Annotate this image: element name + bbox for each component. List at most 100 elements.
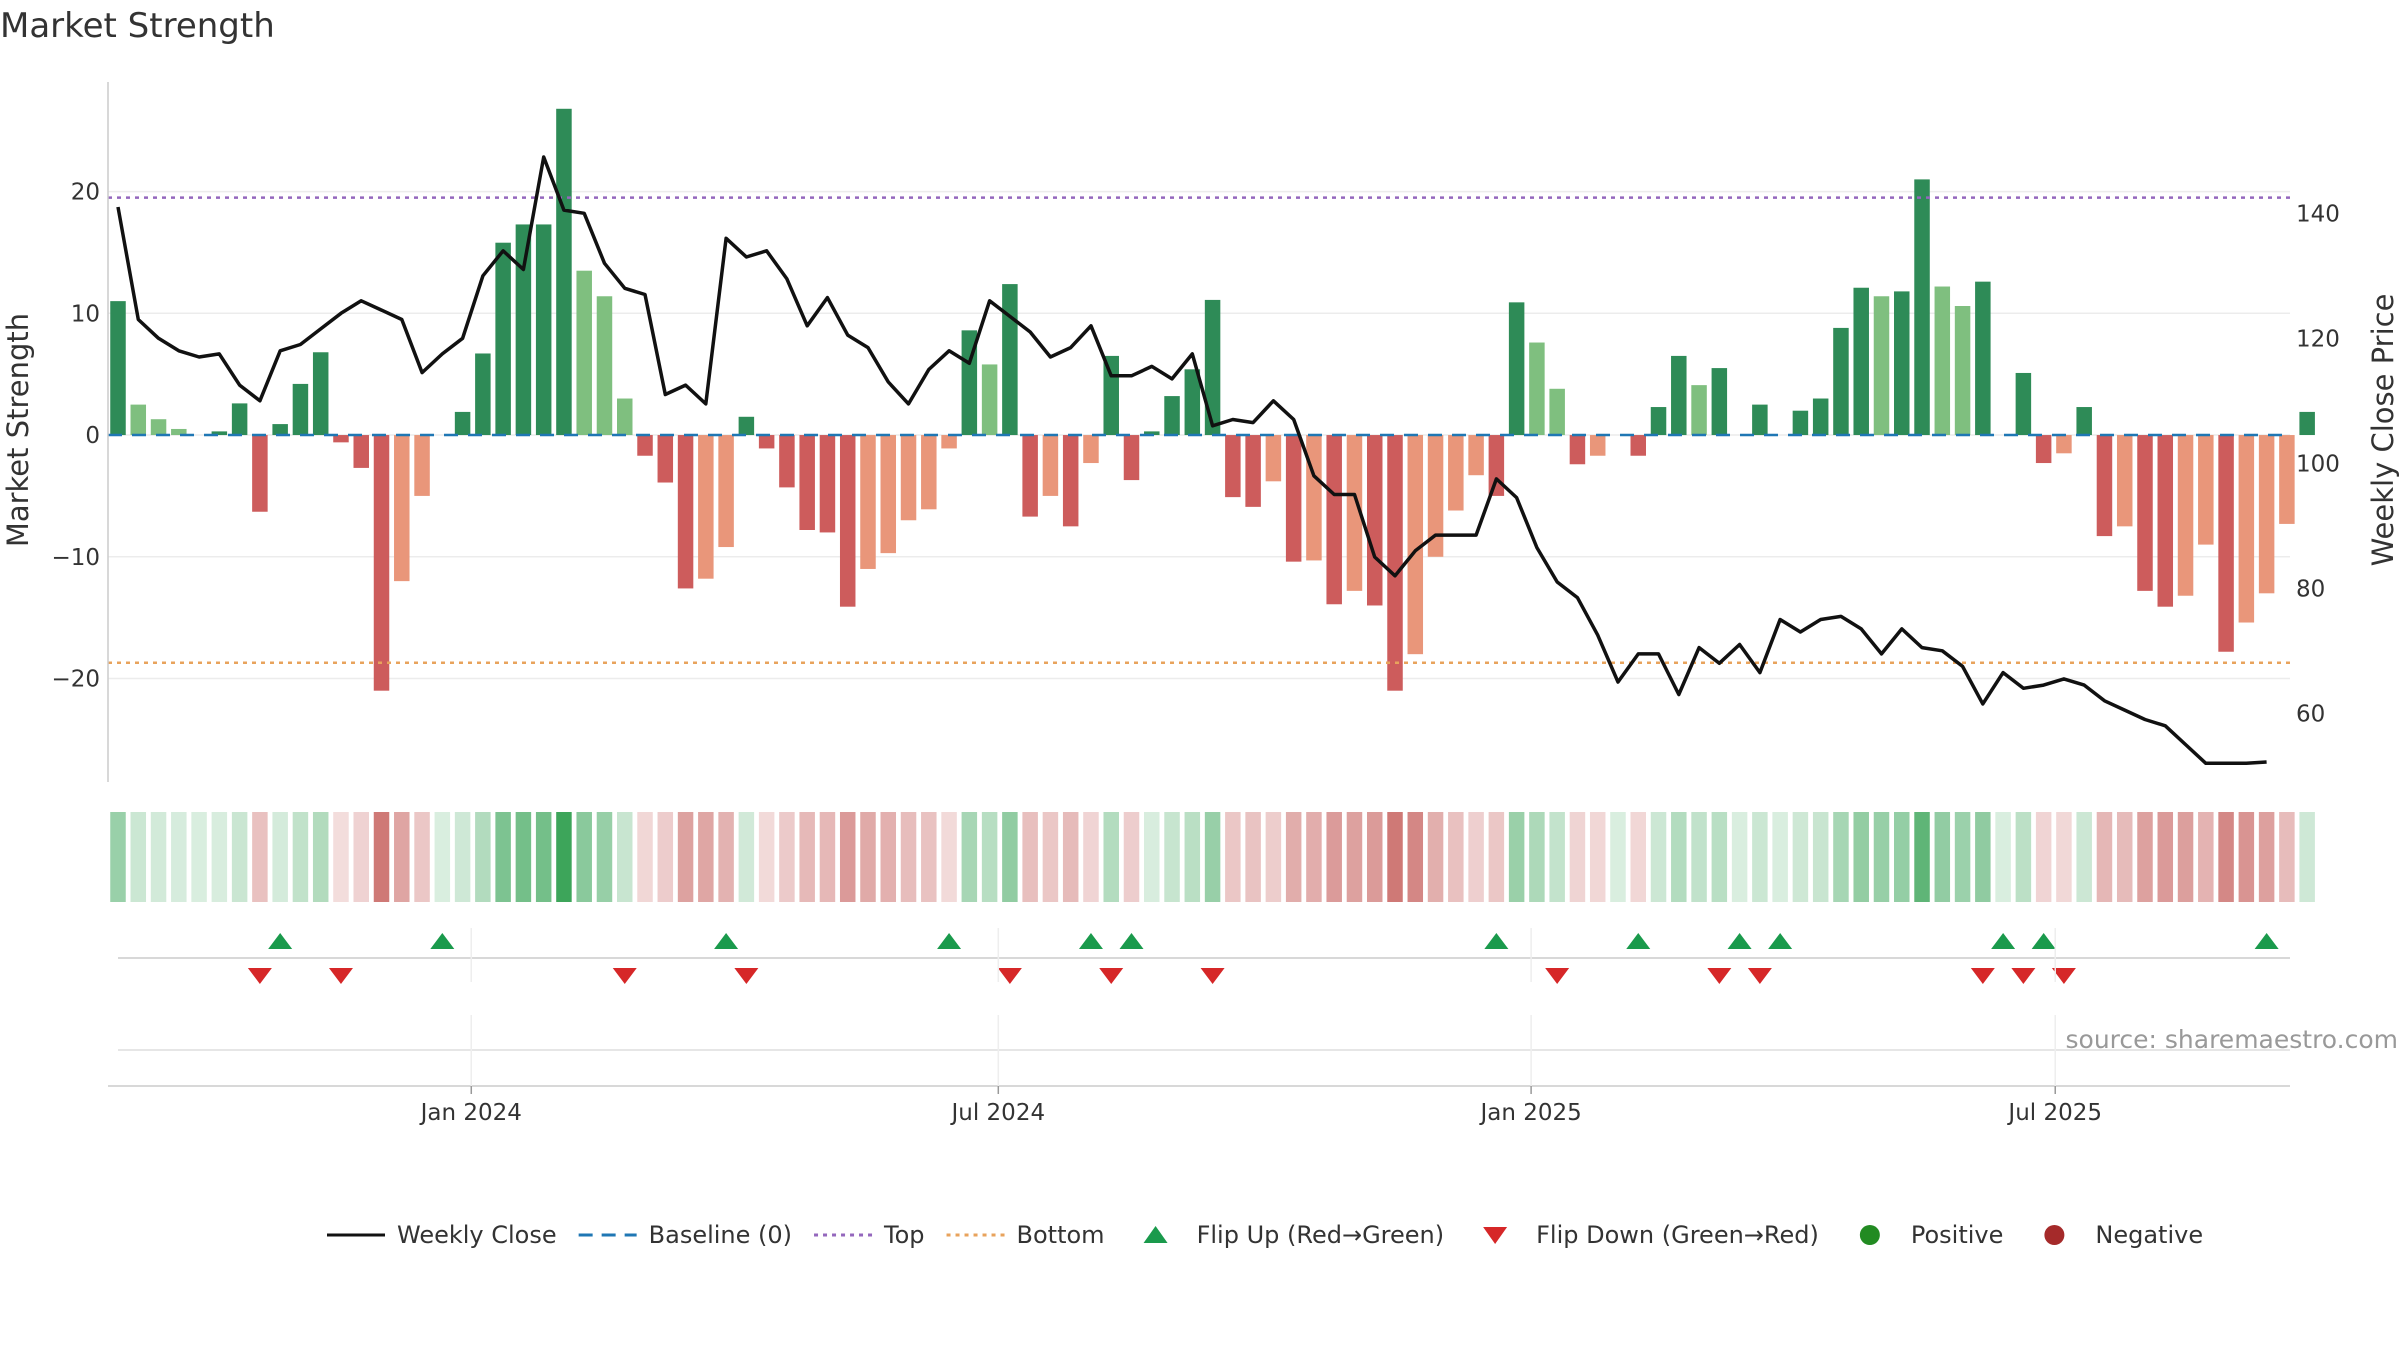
strip-cell xyxy=(130,812,147,902)
strip-cell xyxy=(799,812,815,902)
strength-bar xyxy=(171,428,187,436)
strength-bar xyxy=(1468,435,1484,476)
flip-down-marker xyxy=(1970,968,1995,984)
heat-strip xyxy=(110,812,2315,902)
strip-cell xyxy=(921,812,937,902)
strip-cell xyxy=(1549,812,1565,902)
strength-bar xyxy=(2198,435,2214,545)
strip-cell xyxy=(1488,812,1505,902)
strip-cell xyxy=(1042,812,1059,902)
strength-bar xyxy=(312,352,329,436)
strip-cell xyxy=(981,812,998,902)
legend-entry: Bottom xyxy=(946,1221,1105,1249)
strip-cell xyxy=(556,812,572,902)
strength-bar xyxy=(1488,435,1505,496)
strength-bar xyxy=(1164,396,1180,436)
strip-cell xyxy=(2076,812,2092,902)
strength-bar xyxy=(1326,435,1342,605)
strip-cell xyxy=(2258,812,2275,902)
strength-bar xyxy=(130,404,147,436)
strength-bar xyxy=(2137,435,2153,591)
flip-markers xyxy=(118,933,2290,984)
strength-bar xyxy=(2279,435,2295,524)
strip-cell xyxy=(414,812,430,902)
legend-entry: Weekly Close xyxy=(327,1221,557,1249)
strip-cell xyxy=(1650,812,1667,902)
x-tick-label: Jan 2024 xyxy=(419,1100,522,1126)
strip-cell xyxy=(2116,812,2133,902)
strength-bar xyxy=(1184,369,1201,436)
flip-up-marker xyxy=(1078,933,1103,949)
flip-down-marker xyxy=(2051,968,2076,984)
flip-up-marker xyxy=(1484,933,1509,949)
strip-cell xyxy=(1225,812,1241,902)
strength-bar xyxy=(1671,355,1687,436)
strength-bar xyxy=(1589,435,1606,456)
strip-cell xyxy=(2096,812,2113,902)
strength-bar xyxy=(1448,435,1464,511)
y-tick-label: 0 xyxy=(85,423,100,449)
strength-bar xyxy=(1103,355,1119,436)
strength-bar xyxy=(617,398,633,436)
strength-bar xyxy=(1387,435,1403,691)
strength-bar xyxy=(1346,435,1363,591)
flip-down-marker xyxy=(997,968,1022,984)
flip-down-marker xyxy=(1099,968,1124,984)
strip-cell xyxy=(1022,812,1038,902)
legend-label: Positive xyxy=(1911,1221,2004,1249)
legend-label: Bottom xyxy=(1017,1221,1105,1249)
strip-cell xyxy=(860,812,876,902)
weekly-close-line xyxy=(116,155,2267,766)
strength-bar xyxy=(1508,302,1525,436)
strip-cell xyxy=(434,812,451,902)
strength-bar xyxy=(2299,411,2315,436)
flip-up-marker xyxy=(1119,933,1144,949)
y2-tick-label: 60 xyxy=(2296,701,2325,727)
strength-bar xyxy=(515,224,532,436)
strip-cell xyxy=(1387,812,1403,902)
strip-cell xyxy=(1144,812,1160,902)
flip-down-marker xyxy=(1747,968,1772,984)
strength-bar xyxy=(1833,327,1849,436)
strength-bar xyxy=(900,435,917,521)
strength-bar xyxy=(2116,435,2133,527)
strip-cell xyxy=(1772,812,1788,902)
strength-bar xyxy=(758,435,775,449)
legend-entry: Top xyxy=(814,1221,925,1249)
strip-cell xyxy=(839,812,856,902)
strength-bar xyxy=(1630,435,1646,456)
flip-up-marker xyxy=(937,933,962,949)
strip-cell xyxy=(677,812,694,902)
strength-bar xyxy=(1914,179,1930,436)
strip-cell xyxy=(2177,812,2194,902)
strip-cell xyxy=(2218,812,2234,902)
strength-bar xyxy=(454,411,471,436)
strip-cell xyxy=(252,812,268,902)
strip-cell xyxy=(1407,812,1424,902)
strength-bar xyxy=(211,431,228,436)
strength-bar xyxy=(1853,287,1869,436)
bars-layer xyxy=(110,108,2315,691)
strength-bar xyxy=(596,296,613,436)
strength-bar xyxy=(1366,435,1383,606)
flip-up-marker xyxy=(268,933,293,949)
strip-cell xyxy=(515,812,532,902)
strength-bar xyxy=(1975,281,1991,436)
strip-cell xyxy=(373,812,390,902)
price-layer xyxy=(116,155,2267,766)
flip-down-marker xyxy=(328,968,353,984)
flip-up-marker xyxy=(1626,933,1651,949)
y-tick-label: 10 xyxy=(71,301,100,327)
strength-bar xyxy=(2258,435,2275,594)
strip-cell xyxy=(110,812,126,902)
strip-cell xyxy=(231,812,248,902)
strip-cell xyxy=(1002,812,1018,902)
strip-cell xyxy=(1731,812,1748,902)
strength-bar xyxy=(353,435,369,468)
strip-cell xyxy=(1529,812,1545,902)
strength-bar xyxy=(880,435,897,554)
strength-bar xyxy=(150,419,167,436)
strip-cell xyxy=(1589,812,1606,902)
strip-cell xyxy=(1671,812,1687,902)
strength-bar xyxy=(1285,435,1302,562)
